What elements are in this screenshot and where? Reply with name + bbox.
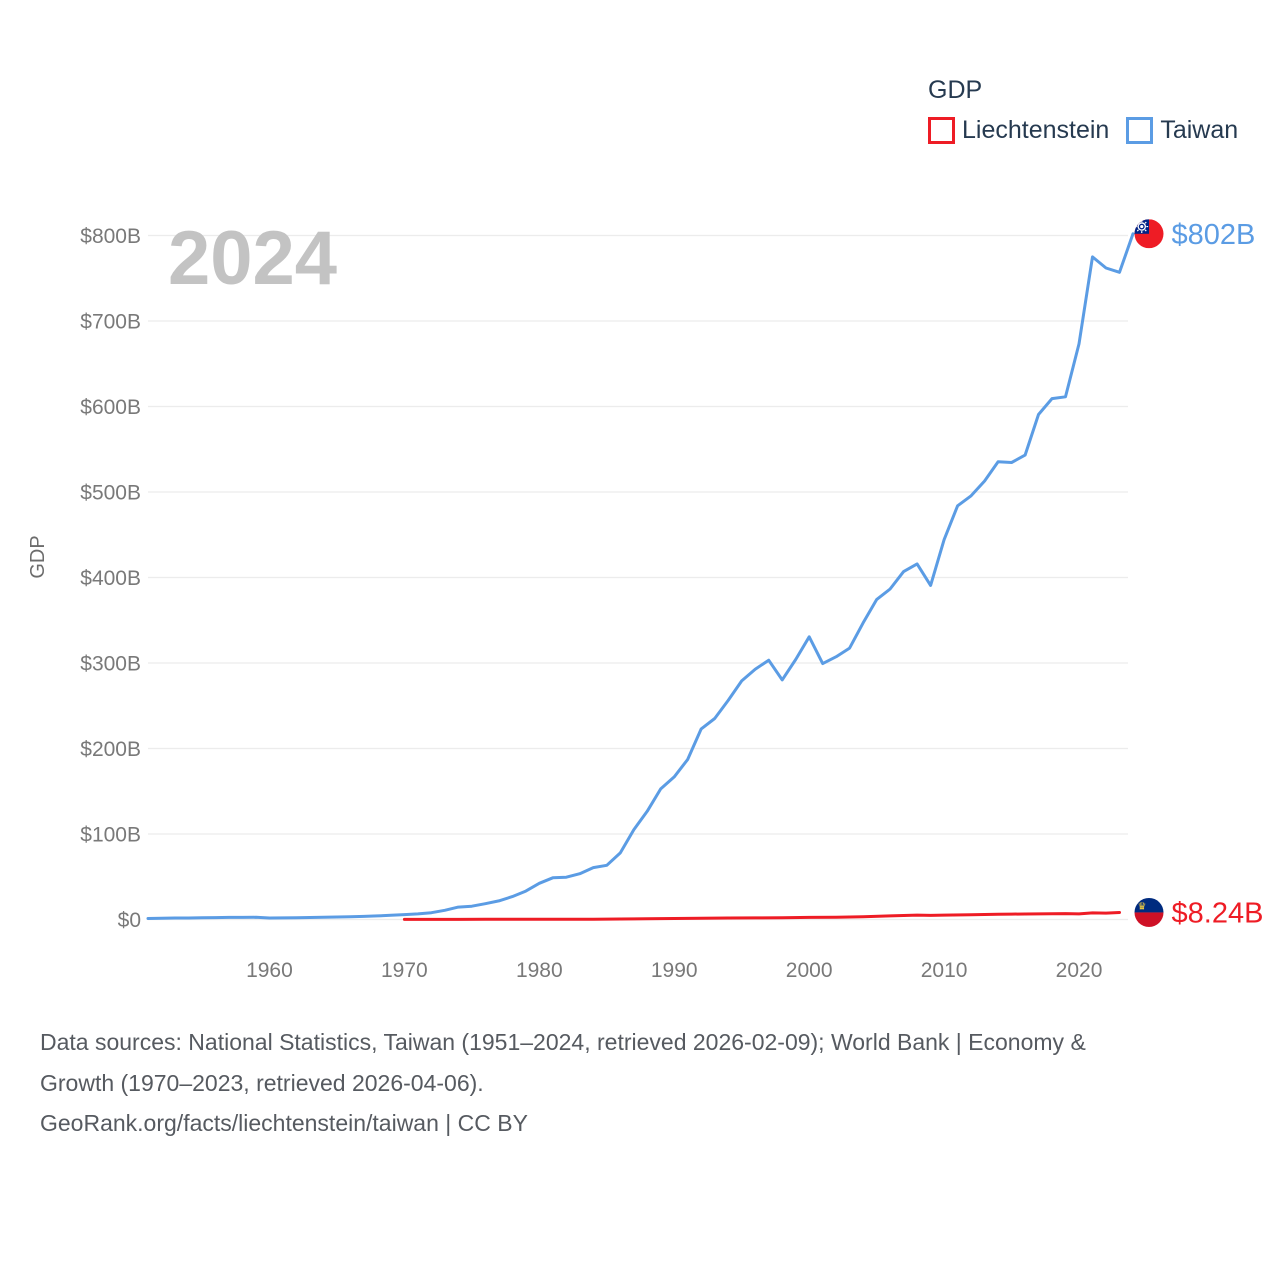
y-tick-label: $700B — [80, 311, 141, 334]
y-tick-label: $600B — [80, 396, 141, 419]
legend-item-taiwan[interactable]: Taiwan — [1126, 116, 1238, 145]
legend-item-liechtenstein[interactable]: Liechtenstein — [928, 116, 1109, 145]
footer-line-2: Growth (1970–2023, retrieved 2026-04-06)… — [40, 1069, 484, 1096]
y-axis-title: GDP — [27, 535, 49, 578]
legend-title: GDP — [928, 76, 983, 104]
data-sources-note: Data sources: National Statistics, Taiwa… — [40, 1022, 1260, 1144]
taiwan-flag-marker — [1134, 219, 1164, 249]
x-tick-label: 2000 — [786, 959, 833, 982]
y-tick-label: $400B — [80, 567, 141, 590]
legend-label-taiwan: Taiwan — [1160, 116, 1239, 144]
x-tick-label: 1990 — [651, 959, 698, 982]
taiwan-line — [146, 232, 1135, 920]
x-tick-label: 1980 — [516, 959, 563, 982]
legend-items: Liechtenstein Taiwan — [928, 116, 1238, 145]
svg-text:♛: ♛ — [1138, 901, 1147, 912]
footer-line-1: Data sources: National Statistics, Taiwa… — [40, 1029, 1086, 1055]
chart-canvas: $0 $100B $200B $300B $400B $500B $600B $700B $80… — [27, 216, 1264, 982]
liechtenstein-series-checkbox[interactable] — [928, 117, 955, 144]
liechtenstein-end-value-label: $8.24B — [1172, 897, 1264, 929]
y-tick-label: $0 — [118, 909, 141, 932]
y-tick-label: $500B — [80, 482, 141, 505]
legend-label-liechtenstein: Liechtenstein — [962, 116, 1110, 144]
taiwan-end-value-label: $802B — [1172, 219, 1256, 251]
y-tick-label: $100B — [80, 824, 141, 847]
footer-line-3: GeoRank.org/facts/liechtenstein/taiwan |… — [40, 1110, 528, 1136]
taiwan-series-checkbox[interactable] — [1126, 117, 1154, 144]
x-tick-label: 1970 — [381, 959, 428, 982]
y-tick-label: $800B — [80, 225, 141, 248]
y-tick-label: $300B — [80, 653, 141, 676]
x-tick-label: 1960 — [246, 959, 293, 982]
y-tick-label: $200B — [80, 738, 141, 761]
x-tick-label: 2020 — [1056, 959, 1103, 982]
x-tick-label: 2010 — [921, 959, 968, 982]
liechtenstein-flag-marker: ♛ — [1134, 897, 1164, 927]
chart-legend: GDP Liechtenstein Taiwan — [928, 76, 1238, 145]
liechtenstein-line — [402, 911, 1121, 921]
year-watermark: 2024 — [168, 216, 337, 301]
